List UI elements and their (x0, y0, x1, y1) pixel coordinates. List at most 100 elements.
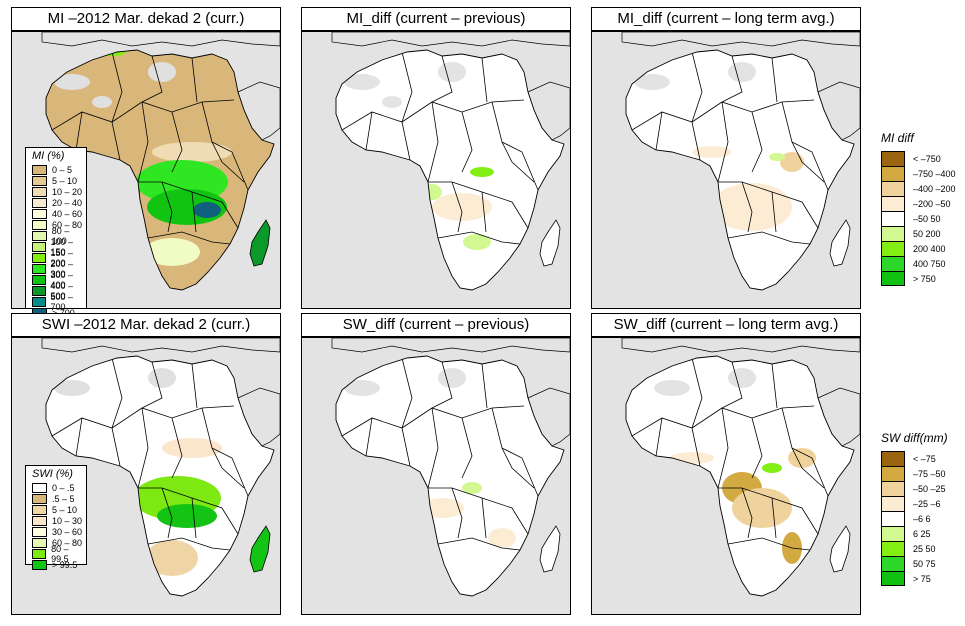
map-canvas (331, 32, 570, 291)
panel-title: MI_diff (current – previous) (301, 7, 571, 31)
legend-swatch (32, 504, 47, 515)
legend-item: 200 – 300 (26, 259, 86, 279)
madagascar (539, 219, 561, 267)
africa-landmass (336, 50, 564, 290)
value-region (157, 504, 217, 528)
legend-item: 10 – 30 (26, 515, 86, 526)
legend-swatch (881, 256, 905, 271)
country-border (427, 407, 439, 489)
country-border (171, 417, 183, 479)
country-border (137, 407, 149, 489)
panel-title: MI_diff (current – long term avg.) (591, 7, 861, 31)
legend-label: > 99.5 (52, 559, 78, 570)
country-border (491, 101, 535, 183)
value-region (344, 74, 380, 90)
value-region (152, 142, 232, 162)
legend-label: –75 –50 (913, 468, 946, 479)
legend-label: .5 – 5 (52, 493, 75, 504)
country-border (141, 361, 163, 409)
value-region (634, 364, 650, 376)
legend-label: 0 – 5 (52, 164, 73, 175)
country-border (75, 111, 83, 151)
legend-swatch (32, 252, 46, 263)
legend-swatch (32, 197, 47, 208)
country-border (461, 111, 473, 173)
legend-item: 150 – 200 (26, 248, 86, 268)
legend-mi-diff: MI diff < –750 –750 –400 –400 –200 –200 –50 –… (881, 131, 956, 286)
country-border (781, 101, 825, 183)
legend-item: 5 – 10 (26, 504, 86, 515)
legend-label: –400 –200 (913, 183, 956, 194)
country-border (191, 497, 197, 539)
legend-label: < –750 (913, 153, 941, 164)
country-border (401, 357, 413, 429)
country-border (201, 101, 245, 183)
country-border (365, 417, 373, 457)
legend-swatch (881, 166, 905, 181)
legend-title: MI diff (881, 131, 914, 145)
africa-coastline (625, 49, 855, 291)
value-region (488, 528, 516, 548)
legend-title: SWI (%) (32, 468, 73, 480)
legend-swatch (32, 515, 47, 526)
legend-label: 80 – 99.5 (51, 543, 69, 564)
value-region (54, 380, 90, 396)
legend-label: 300 – 400 (50, 269, 74, 290)
legend-item: 400 – 500 (26, 281, 86, 301)
legend-label: 60 – 80 (52, 537, 83, 548)
value-region (462, 482, 482, 494)
legend-item: 10 – 20 (26, 186, 86, 197)
africa-landmass (626, 50, 854, 290)
map-mi-diff-long-term (591, 31, 861, 309)
legend-swatch (881, 466, 905, 481)
legend-swatch (32, 548, 47, 559)
legend-label: –6 6 (913, 513, 931, 524)
country-border (481, 191, 487, 233)
legend-swatch (881, 451, 905, 466)
legend-swatch (881, 571, 905, 586)
value-region (712, 183, 792, 231)
map-sw-diff-long-term (591, 337, 861, 615)
africa-coastline (335, 355, 565, 597)
legend-swatch (32, 219, 47, 230)
country-border (501, 141, 539, 191)
legend-swatch (32, 186, 47, 197)
legend-item: 0 – .5 (26, 482, 86, 493)
country-border (781, 407, 825, 489)
country-border (161, 487, 173, 539)
legend-label: –750 –400 (913, 168, 956, 179)
legend-swatch (881, 526, 905, 541)
value-region (148, 368, 176, 388)
country-border (161, 181, 173, 233)
map-canvas (41, 338, 280, 597)
legend-swatch (881, 211, 905, 226)
country-border (771, 363, 778, 409)
value-region (344, 380, 380, 396)
map-swi-current (11, 337, 281, 615)
legend-swatch (32, 164, 47, 175)
panel-title: MI –2012 Mar. dekad 2 (curr.) (11, 7, 281, 31)
country-border (137, 101, 149, 183)
legend-label: –50 50 (913, 213, 941, 224)
country-border (147, 537, 231, 551)
legend-label: 10 – 20 (52, 186, 83, 197)
value-region (670, 452, 714, 464)
legend-label: –200 –50 (913, 198, 951, 209)
madagascar (249, 219, 271, 267)
legend-label: 6 25 (913, 528, 931, 539)
legend-swatch (32, 263, 46, 274)
legend-item: 50 200 (881, 226, 956, 241)
legend-item: 60 – 80 (26, 537, 86, 548)
legend-label: 40 – 60 (52, 208, 83, 219)
legend-label: 5 – 10 (52, 175, 78, 186)
legend-swatch (881, 271, 905, 286)
value-region (728, 62, 756, 82)
country-border (211, 141, 249, 191)
map-canvas (331, 338, 570, 597)
country-border (365, 111, 373, 151)
country-border (691, 51, 703, 123)
legend-item: > 750 (881, 271, 956, 286)
country-border (717, 101, 729, 183)
country-border (791, 447, 829, 497)
country-border (427, 101, 439, 183)
